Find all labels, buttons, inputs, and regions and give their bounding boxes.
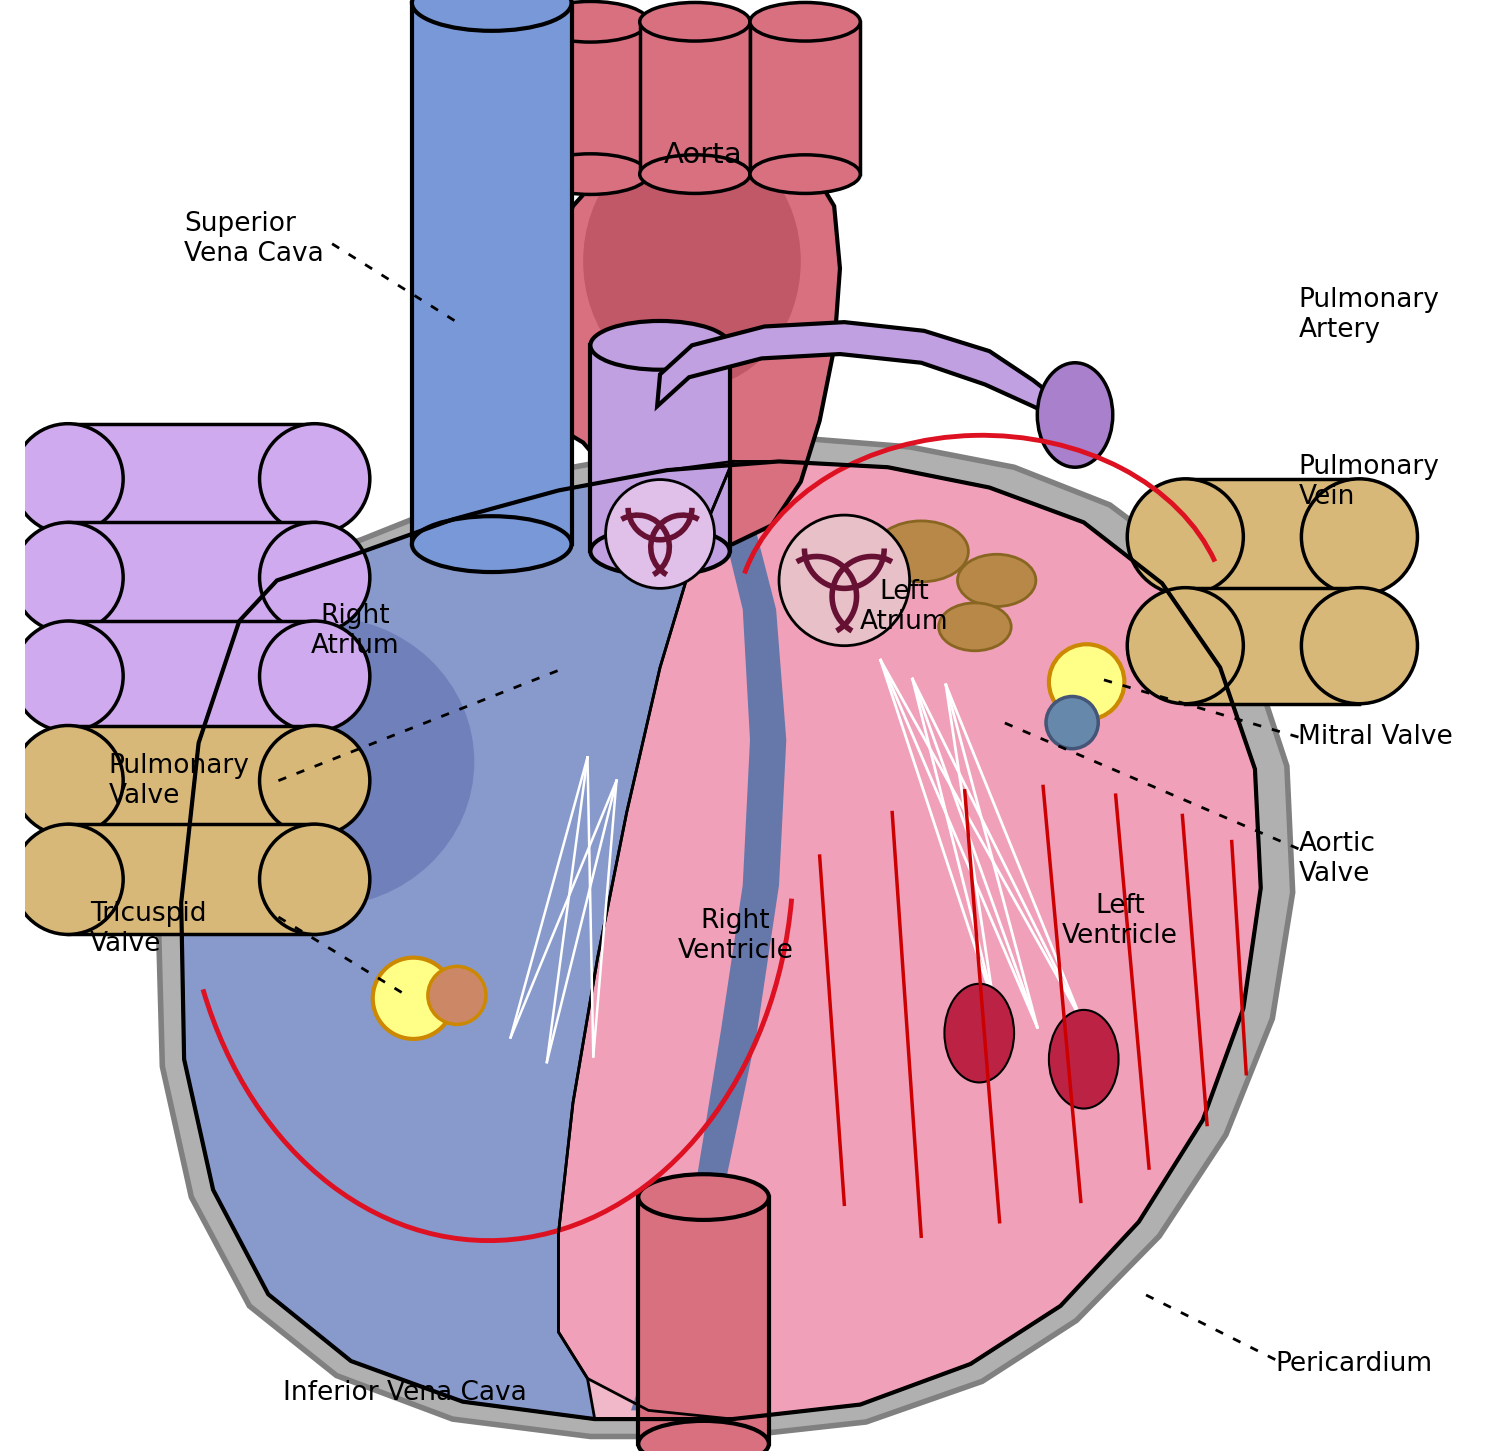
Polygon shape xyxy=(158,438,1293,1436)
Text: Pulmonary
Valve: Pulmonary Valve xyxy=(108,753,249,808)
Polygon shape xyxy=(632,461,786,1410)
Circle shape xyxy=(372,958,454,1039)
Text: Aorta: Aorta xyxy=(664,141,742,170)
Ellipse shape xyxy=(13,824,123,934)
Text: Pulmonary
Vein: Pulmonary Vein xyxy=(1299,454,1440,509)
Polygon shape xyxy=(558,461,1262,1419)
Ellipse shape xyxy=(957,554,1036,607)
Ellipse shape xyxy=(1128,588,1244,704)
Ellipse shape xyxy=(13,522,123,633)
Ellipse shape xyxy=(639,155,750,193)
Text: Mitral Valve: Mitral Valve xyxy=(1299,724,1454,750)
Polygon shape xyxy=(68,824,315,934)
Circle shape xyxy=(427,966,486,1024)
Ellipse shape xyxy=(1302,479,1418,595)
Polygon shape xyxy=(1185,588,1359,704)
Ellipse shape xyxy=(1038,363,1113,467)
Circle shape xyxy=(1048,644,1125,720)
Ellipse shape xyxy=(750,155,861,193)
Ellipse shape xyxy=(260,726,370,836)
Ellipse shape xyxy=(1128,479,1244,595)
Text: Inferior Vena Cava: Inferior Vena Cava xyxy=(284,1380,526,1406)
Polygon shape xyxy=(591,345,729,551)
Ellipse shape xyxy=(13,424,123,534)
Ellipse shape xyxy=(939,604,1011,651)
Polygon shape xyxy=(182,461,1262,1419)
Text: Aortic
Valve: Aortic Valve xyxy=(1299,831,1376,887)
Text: Pulmonary
Artery: Pulmonary Artery xyxy=(1299,287,1440,342)
Text: Left
Atrium: Left Atrium xyxy=(859,579,948,634)
Polygon shape xyxy=(657,322,1070,424)
Text: Right
Ventricle: Right Ventricle xyxy=(678,908,794,963)
Polygon shape xyxy=(68,726,315,836)
Polygon shape xyxy=(750,22,861,174)
Polygon shape xyxy=(532,22,648,174)
Polygon shape xyxy=(1185,479,1359,595)
Ellipse shape xyxy=(639,1421,770,1451)
Ellipse shape xyxy=(532,154,648,194)
Ellipse shape xyxy=(584,135,801,389)
Ellipse shape xyxy=(606,480,714,589)
Ellipse shape xyxy=(945,984,1014,1082)
Text: Left
Ventricle: Left Ventricle xyxy=(1062,894,1178,949)
Ellipse shape xyxy=(874,521,969,582)
Text: Superior
Vena Cava: Superior Vena Cava xyxy=(184,212,324,267)
Polygon shape xyxy=(639,1197,770,1444)
Polygon shape xyxy=(68,424,315,534)
Polygon shape xyxy=(68,621,315,731)
Polygon shape xyxy=(182,461,732,1419)
Text: Tricuspid
Valve: Tricuspid Valve xyxy=(90,901,207,956)
Ellipse shape xyxy=(1048,1010,1119,1109)
Polygon shape xyxy=(216,621,430,892)
Ellipse shape xyxy=(639,1174,770,1220)
Ellipse shape xyxy=(260,522,370,633)
Ellipse shape xyxy=(750,3,861,41)
Ellipse shape xyxy=(170,617,474,907)
Ellipse shape xyxy=(260,824,370,934)
Ellipse shape xyxy=(1302,588,1418,704)
Ellipse shape xyxy=(532,1,648,42)
Ellipse shape xyxy=(639,3,750,41)
Ellipse shape xyxy=(260,621,370,731)
Polygon shape xyxy=(639,22,750,174)
Ellipse shape xyxy=(413,0,572,30)
Text: Right
Atrium: Right Atrium xyxy=(310,604,399,659)
Ellipse shape xyxy=(13,726,123,836)
Text: Pericardium: Pericardium xyxy=(1275,1351,1432,1377)
Ellipse shape xyxy=(591,527,729,576)
Polygon shape xyxy=(68,522,315,633)
Ellipse shape xyxy=(13,621,123,731)
Polygon shape xyxy=(544,123,840,544)
Circle shape xyxy=(1046,696,1098,749)
Ellipse shape xyxy=(591,321,729,370)
Ellipse shape xyxy=(413,517,572,572)
Ellipse shape xyxy=(260,424,370,534)
Polygon shape xyxy=(413,3,572,544)
Ellipse shape xyxy=(778,515,909,646)
